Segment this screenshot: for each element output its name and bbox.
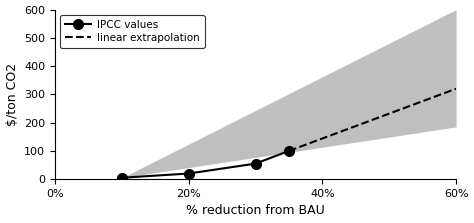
IPCC values xyxy=(253,162,258,165)
linear extrapolation xyxy=(286,150,292,152)
Line: IPCC values: IPCC values xyxy=(117,146,294,183)
IPCC values xyxy=(119,176,125,179)
Legend: IPCC values, linear extrapolation: IPCC values, linear extrapolation xyxy=(60,15,205,48)
Line: linear extrapolation: linear extrapolation xyxy=(289,89,456,151)
IPCC values xyxy=(286,150,292,152)
linear extrapolation xyxy=(453,87,459,90)
IPCC values xyxy=(186,172,191,175)
X-axis label: % reduction from BAU: % reduction from BAU xyxy=(186,204,325,217)
Y-axis label: $/ton CO2: $/ton CO2 xyxy=(6,63,18,126)
linear extrapolation xyxy=(286,150,292,152)
